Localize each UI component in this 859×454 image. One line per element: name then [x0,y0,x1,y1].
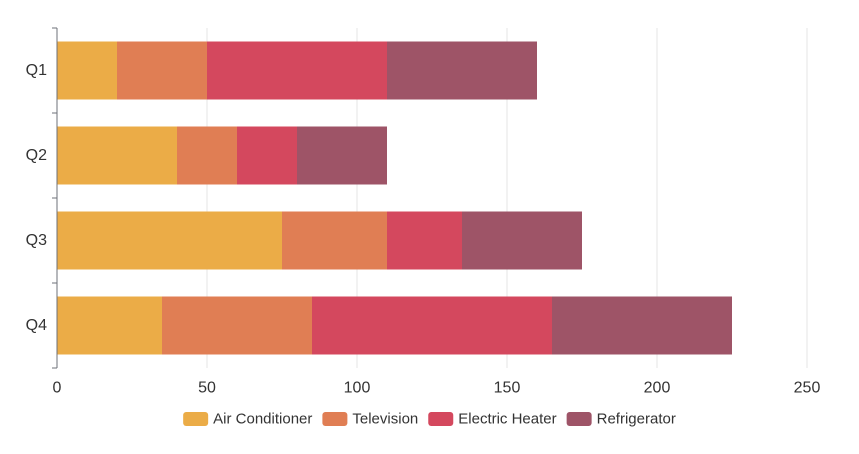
bar-q4-air-conditioner[interactable] [57,296,162,355]
legend-swatch [566,412,592,426]
x-tick-label-150: 150 [494,380,521,397]
legend-label: Electric Heater [458,411,556,428]
legend-swatch [428,412,454,426]
legend-item-television[interactable]: Television [322,411,418,428]
x-tick-label-50: 50 [198,380,216,397]
bar-q3-television[interactable] [282,211,387,270]
bar-q2-electric-heater[interactable] [237,126,297,185]
legend-item-air-conditioner[interactable]: Air Conditioner [183,411,312,428]
bar-q1-electric-heater[interactable] [207,41,387,100]
x-tick-label-200: 200 [644,380,671,397]
axes: Q1 Q2 Q3 Q4 0 50 100 150 200 250 [26,27,821,397]
bar-q1-television[interactable] [117,41,207,100]
legend-swatch [183,412,209,426]
x-tick-label-100: 100 [344,380,371,397]
legend-label: Television [352,411,418,428]
legend-label: Air Conditioner [213,411,312,428]
x-tick-label-250: 250 [794,380,821,397]
bar-q4-electric-heater[interactable] [312,296,552,355]
y-tick-label-q3: Q3 [26,232,47,249]
bar-q3-air-conditioner[interactable] [57,211,282,270]
bar-q1-refrigerator[interactable] [387,41,537,100]
legend-swatch [322,412,348,426]
x-tick-label-0: 0 [53,380,62,397]
y-tick-label-q4: Q4 [26,317,47,334]
legend-item-electric-heater[interactable]: Electric Heater [428,411,557,428]
bar-q3-refrigerator[interactable] [462,211,582,270]
y-tick-label-q1: Q1 [26,62,47,79]
bar-q3-electric-heater[interactable] [387,211,462,270]
bar-q4-refrigerator[interactable] [552,296,732,355]
legend-label: Refrigerator [597,411,676,428]
bar-q2-refrigerator[interactable] [297,126,387,185]
bar-q2-air-conditioner[interactable] [57,126,177,185]
bar-series [57,41,732,355]
bar-q1-air-conditioner[interactable] [57,41,117,100]
bar-q4-television[interactable] [162,296,312,355]
legend[interactable]: Air Conditioner Television Electric Heater… [183,411,676,428]
legend-item-refrigerator[interactable]: Refrigerator [566,411,676,428]
y-tick-label-q2: Q2 [26,147,47,164]
bar-q2-television[interactable] [177,126,237,185]
